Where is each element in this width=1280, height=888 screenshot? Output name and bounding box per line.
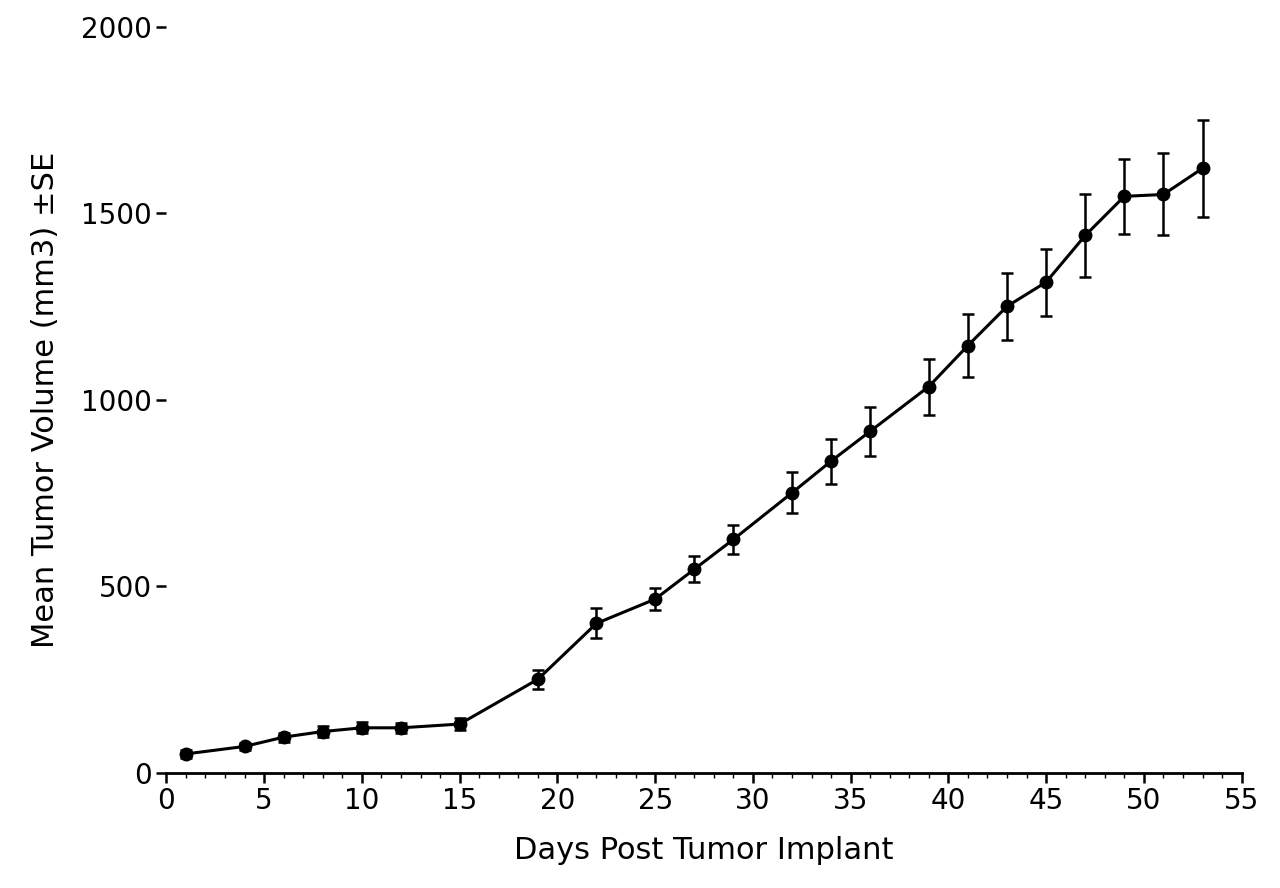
Y-axis label: Mean Tumor Volume (mm3) ±SE: Mean Tumor Volume (mm3) ±SE xyxy=(31,152,60,647)
X-axis label: Days Post Tumor Implant: Days Post Tumor Implant xyxy=(515,836,893,865)
